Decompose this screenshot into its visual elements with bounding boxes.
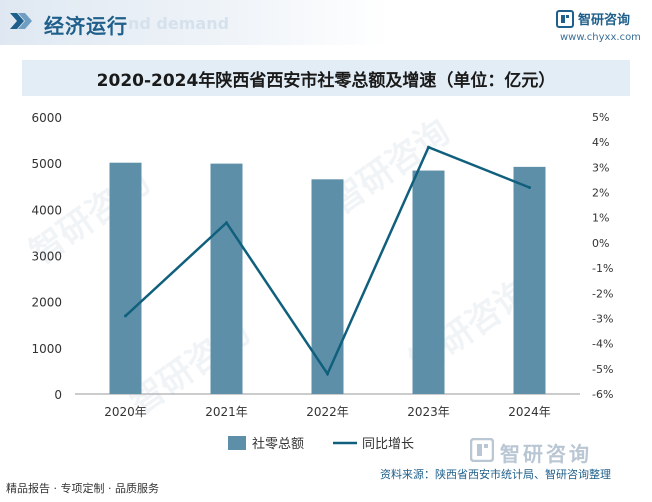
line-point — [427, 145, 430, 149]
footer-brand-logo-icon — [470, 438, 494, 462]
brand-url[interactable]: www.chyxx.com — [560, 32, 641, 43]
legend-swatch-bar — [228, 436, 246, 450]
y-left-tick-label: 0 — [54, 388, 62, 402]
x-tick-label: 2023年 — [407, 405, 450, 419]
header: nd demand 经济运行 智研咨询 www.chyxx.com — [0, 0, 652, 45]
brand-logo-icon — [556, 10, 574, 28]
line-point — [528, 186, 531, 190]
y-right-tick-label: -2% — [592, 287, 613, 300]
line-point — [225, 221, 228, 225]
chart-title-band — [22, 60, 630, 96]
brand-name: 智研咨询 — [578, 13, 631, 28]
bar — [513, 166, 546, 394]
y-left-tick-label: 4000 — [31, 203, 62, 217]
y-left-tick-label: 3000 — [31, 250, 62, 264]
footer-tagline: 精品报告 · 专项定制 · 品质服务 — [6, 482, 159, 495]
y-right-tick-label: -3% — [592, 312, 613, 325]
y-right-tick-label: -4% — [592, 338, 613, 351]
double-chevron-icon — [10, 13, 32, 29]
legend-label: 社零总额 — [252, 436, 304, 452]
y-right-tick-label: -1% — [592, 262, 613, 275]
footer-brand: 智研咨询 — [500, 442, 592, 466]
y-right-tick-label: -6% — [592, 388, 613, 401]
y-right-tick-label: 5% — [592, 111, 609, 124]
y-left-tick-label: 2000 — [31, 296, 62, 310]
y-right-tick-label: 3% — [592, 161, 609, 174]
x-tick-label: 2022年 — [306, 405, 349, 419]
x-tick-label: 2024年 — [508, 405, 551, 419]
bar — [311, 179, 344, 394]
legend-label: 同比增长 — [362, 437, 414, 452]
line-point — [124, 314, 127, 318]
y-left-tick-label: 5000 — [31, 157, 62, 171]
bar — [210, 163, 243, 394]
bar — [412, 170, 445, 394]
x-tick-label: 2021年 — [205, 405, 248, 419]
y-right-tick-label: 4% — [592, 136, 609, 149]
y-left-tick-label: 6000 — [31, 111, 62, 125]
section-title: 经济运行 — [44, 14, 128, 38]
x-tick-label: 2020年 — [104, 405, 147, 419]
y-left-tick-label: 1000 — [31, 342, 62, 356]
y-right-tick-label: 1% — [592, 212, 609, 225]
bar — [109, 162, 142, 394]
line-point — [326, 372, 329, 376]
y-right-tick-label: -5% — [592, 363, 613, 376]
y-right-tick-label: 2% — [592, 187, 609, 200]
header-watermark: nd demand — [128, 14, 230, 33]
header-band — [0, 0, 390, 45]
chart-title: 2020-2024年陕西省西安市社零总额及增速（单位：亿元） — [96, 71, 556, 91]
data-source: 资料来源：陕西省西安市统计局、智研咨询整理 — [380, 468, 611, 481]
y-right-tick-label: 0% — [592, 237, 609, 250]
